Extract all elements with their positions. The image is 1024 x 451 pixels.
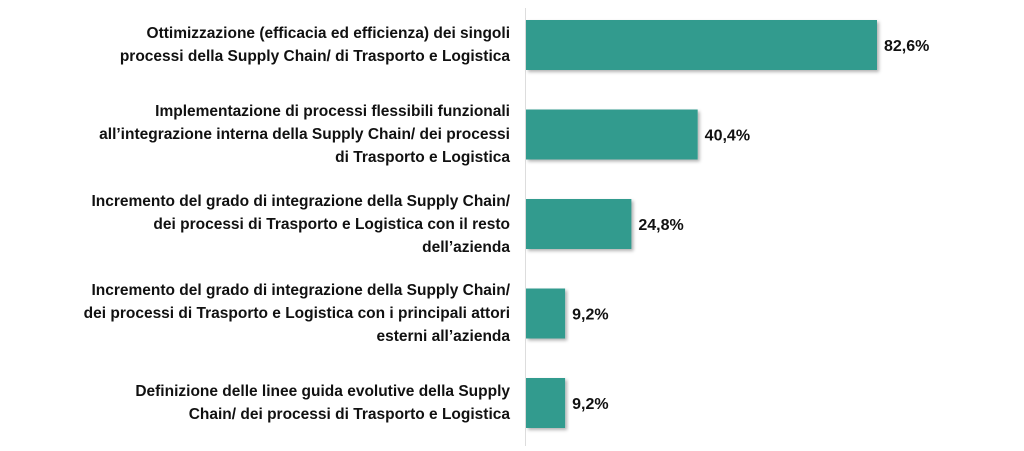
bar [526, 109, 698, 160]
category-label: Ottimizzazione (efficacia ed efficienza)… [119, 25, 510, 65]
data-label: 9,2% [572, 307, 608, 324]
category-label: Incremento del grado di integrazione del… [91, 192, 510, 256]
bar [526, 20, 877, 70]
bar [526, 378, 566, 428]
category-label: Definizione delle linee guida evolutive … [135, 383, 510, 423]
category-label: Incremento del grado di integrazione del… [83, 282, 510, 345]
data-label: 9,2% [572, 396, 608, 413]
bar [526, 199, 632, 249]
data-label: 40,4% [705, 128, 750, 145]
data-label: 24,8% [638, 217, 683, 234]
category-label: Implementazione di processi flessibili f… [99, 103, 510, 166]
bar [526, 288, 566, 339]
data-label: 82,6% [884, 38, 929, 55]
